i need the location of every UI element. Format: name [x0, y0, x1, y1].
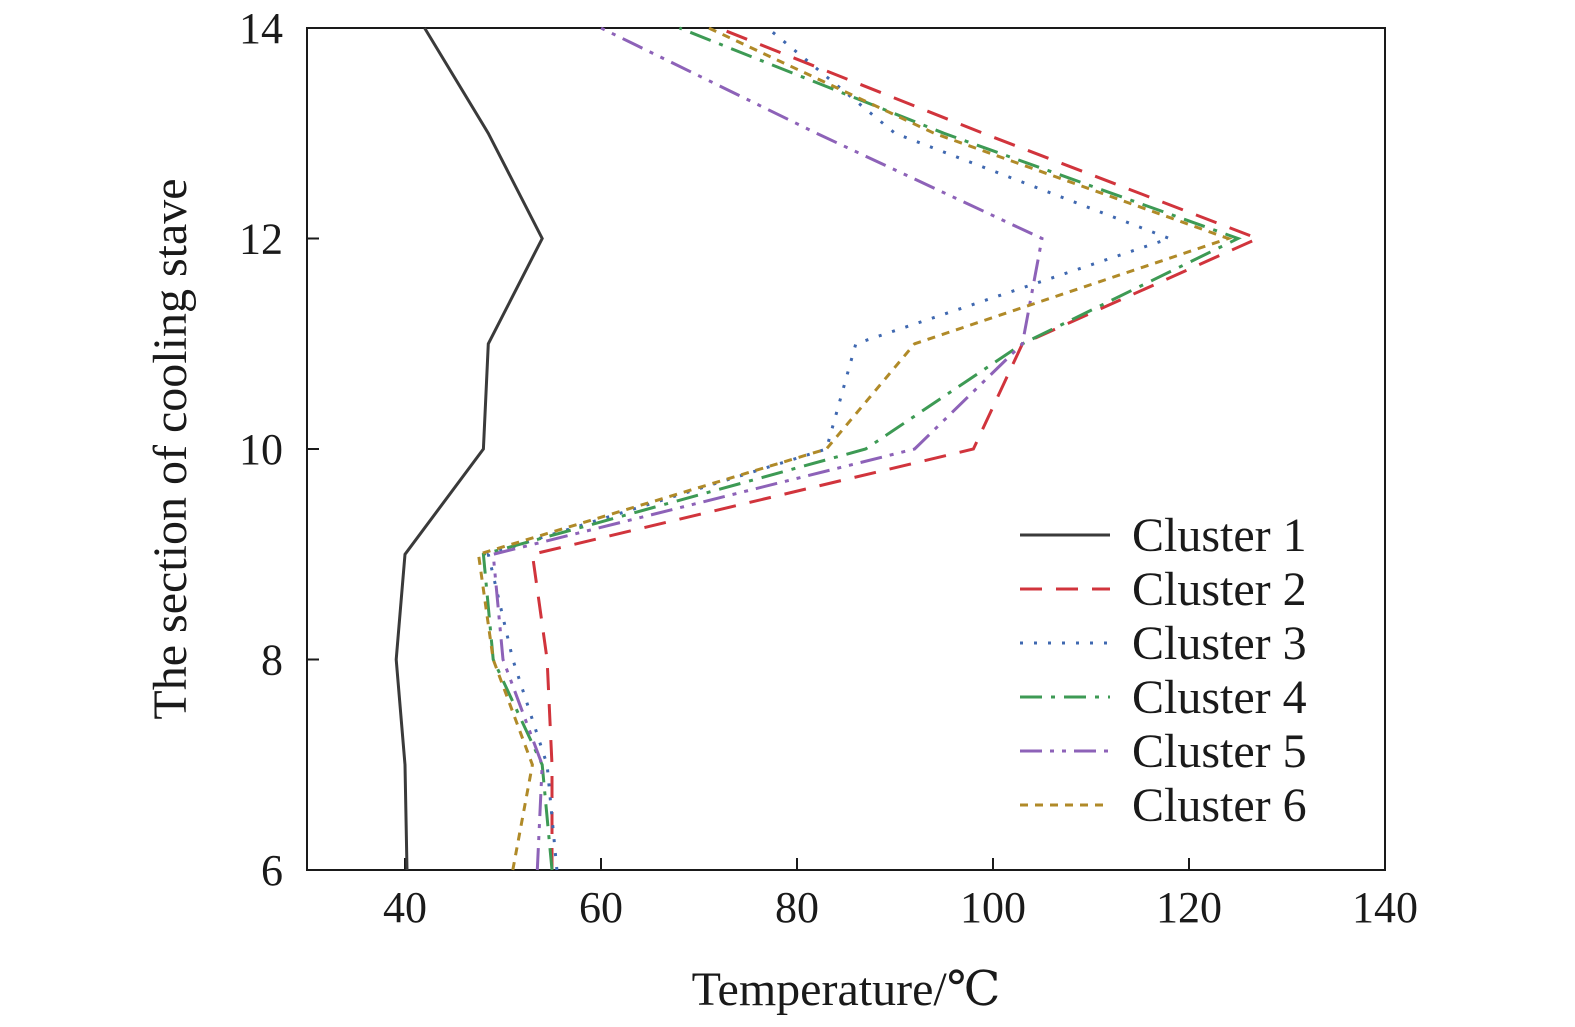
y-axis-ticks: 6 8 10 12 14 — [239, 4, 319, 895]
series-line-cluster-3 — [486, 26, 1174, 871]
x-tick-label: 60 — [579, 883, 623, 932]
legend-label-cluster-2: Cluster 2 — [1132, 563, 1307, 616]
x-tick-label: 80 — [775, 883, 819, 932]
series-lines — [394, 26, 1262, 871]
legend-label-cluster-4: Cluster 4 — [1132, 671, 1307, 724]
y-tick-label: 8 — [261, 636, 283, 685]
x-tick-label: 140 — [1352, 883, 1418, 932]
y-tick-label: 12 — [239, 215, 283, 264]
y-axis-label: The section of cooling stave — [144, 178, 197, 719]
series-line-cluster-5 — [491, 26, 1044, 871]
y-tick-label: 6 — [261, 846, 283, 895]
legend-label-cluster-5: Cluster 5 — [1132, 725, 1307, 778]
series-line-cluster-6 — [476, 26, 1233, 871]
legend-label-cluster-3: Cluster 3 — [1132, 617, 1307, 670]
series-line-cluster-2 — [530, 26, 1262, 870]
series-line-cluster-1 — [394, 27, 544, 871]
x-tick-label: 100 — [960, 883, 1026, 932]
legend-label-cluster-6: Cluster 6 — [1132, 779, 1307, 832]
y-tick-label: 14 — [239, 4, 283, 53]
x-axis-label: Temperature/℃ — [692, 963, 1001, 1016]
series-line-cluster-4 — [481, 26, 1242, 871]
x-tick-label: 120 — [1156, 883, 1222, 932]
x-axis-ticks: 40 60 80 100 120 140 — [383, 858, 1418, 932]
legend-label-cluster-1: Cluster 1 — [1132, 509, 1307, 562]
x-tick-label: 40 — [383, 883, 427, 932]
y-tick-label: 10 — [239, 425, 283, 474]
